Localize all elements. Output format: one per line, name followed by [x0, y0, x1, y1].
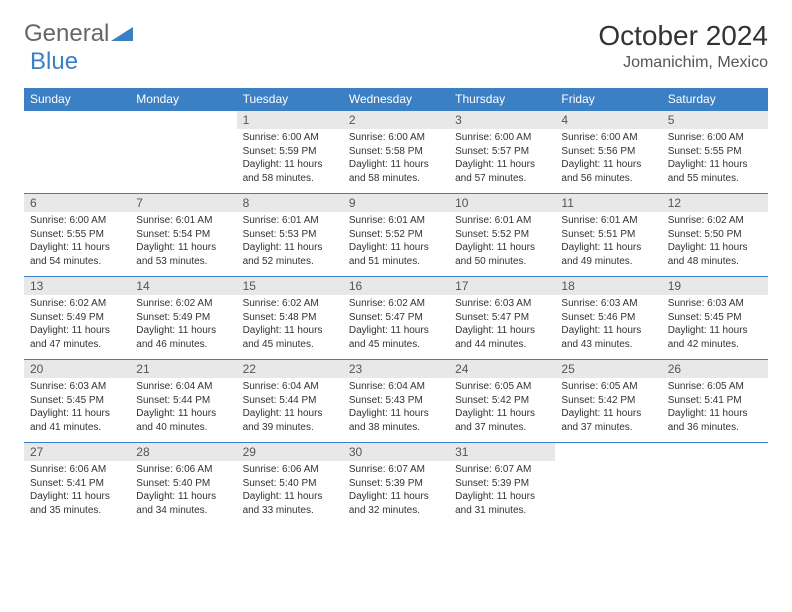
day-number-row: 2728293031	[24, 443, 768, 462]
day-info-cell: Sunrise: 6:01 AMSunset: 5:53 PMDaylight:…	[237, 212, 343, 277]
day-info-cell	[662, 461, 768, 525]
day-number-row: 12345	[24, 111, 768, 130]
day-info-cell: Sunrise: 6:00 AMSunset: 5:56 PMDaylight:…	[555, 129, 661, 194]
day-number-cell: 25	[555, 360, 661, 379]
day-number-cell: 13	[24, 277, 130, 296]
day-header: Wednesday	[343, 88, 449, 111]
day-number-cell: 31	[449, 443, 555, 462]
day-info-cell: Sunrise: 6:00 AMSunset: 5:55 PMDaylight:…	[24, 212, 130, 277]
day-info-cell: Sunrise: 6:04 AMSunset: 5:43 PMDaylight:…	[343, 378, 449, 443]
day-info-cell: Sunrise: 6:00 AMSunset: 5:57 PMDaylight:…	[449, 129, 555, 194]
logo-triangle-icon	[111, 23, 133, 46]
location: Jomanichim, Mexico	[598, 54, 768, 72]
logo: General	[24, 20, 135, 48]
day-info-cell: Sunrise: 6:07 AMSunset: 5:39 PMDaylight:…	[449, 461, 555, 525]
day-number-cell: 22	[237, 360, 343, 379]
day-info-cell: Sunrise: 6:02 AMSunset: 5:49 PMDaylight:…	[130, 295, 236, 360]
day-info-cell: Sunrise: 6:01 AMSunset: 5:54 PMDaylight:…	[130, 212, 236, 277]
day-number-cell: 11	[555, 194, 661, 213]
day-info-cell: Sunrise: 6:04 AMSunset: 5:44 PMDaylight:…	[237, 378, 343, 443]
day-info-cell: Sunrise: 6:02 AMSunset: 5:49 PMDaylight:…	[24, 295, 130, 360]
day-number-cell	[555, 443, 661, 462]
day-number-cell: 15	[237, 277, 343, 296]
day-info-row: Sunrise: 6:00 AMSunset: 5:59 PMDaylight:…	[24, 129, 768, 194]
day-number-cell	[662, 443, 768, 462]
day-info-cell: Sunrise: 6:05 AMSunset: 5:42 PMDaylight:…	[555, 378, 661, 443]
logo-text-general: General	[24, 20, 109, 48]
day-info-row: Sunrise: 6:02 AMSunset: 5:49 PMDaylight:…	[24, 295, 768, 360]
day-info-cell: Sunrise: 6:03 AMSunset: 5:45 PMDaylight:…	[662, 295, 768, 360]
day-info-cell: Sunrise: 6:03 AMSunset: 5:46 PMDaylight:…	[555, 295, 661, 360]
day-info-cell: Sunrise: 6:01 AMSunset: 5:52 PMDaylight:…	[343, 212, 449, 277]
day-number-cell: 30	[343, 443, 449, 462]
day-info-cell: Sunrise: 6:00 AMSunset: 5:59 PMDaylight:…	[237, 129, 343, 194]
day-number-cell: 8	[237, 194, 343, 213]
day-info-cell: Sunrise: 6:02 AMSunset: 5:48 PMDaylight:…	[237, 295, 343, 360]
logo-sub: Blue	[30, 48, 78, 76]
logo-text-blue: Blue	[30, 48, 78, 75]
day-number-cell: 23	[343, 360, 449, 379]
day-number-cell: 1	[237, 111, 343, 130]
day-info-cell: Sunrise: 6:04 AMSunset: 5:44 PMDaylight:…	[130, 378, 236, 443]
day-info-cell: Sunrise: 6:07 AMSunset: 5:39 PMDaylight:…	[343, 461, 449, 525]
day-info-row: Sunrise: 6:03 AMSunset: 5:45 PMDaylight:…	[24, 378, 768, 443]
day-number-cell: 28	[130, 443, 236, 462]
title-block: October 2024 Jomanichim, Mexico	[598, 20, 768, 72]
day-number-cell: 6	[24, 194, 130, 213]
day-number-cell: 24	[449, 360, 555, 379]
day-number-cell: 9	[343, 194, 449, 213]
day-number-cell: 19	[662, 277, 768, 296]
day-header: Sunday	[24, 88, 130, 111]
day-info-cell: Sunrise: 6:06 AMSunset: 5:41 PMDaylight:…	[24, 461, 130, 525]
day-info-cell: Sunrise: 6:02 AMSunset: 5:50 PMDaylight:…	[662, 212, 768, 277]
day-number-cell: 27	[24, 443, 130, 462]
day-number-cell: 21	[130, 360, 236, 379]
calendar-table: SundayMondayTuesdayWednesdayThursdayFrid…	[24, 88, 768, 525]
day-number-row: 13141516171819	[24, 277, 768, 296]
day-info-cell	[130, 129, 236, 194]
day-info-cell: Sunrise: 6:01 AMSunset: 5:51 PMDaylight:…	[555, 212, 661, 277]
day-number-cell: 2	[343, 111, 449, 130]
day-info-row: Sunrise: 6:06 AMSunset: 5:41 PMDaylight:…	[24, 461, 768, 525]
day-number-cell: 7	[130, 194, 236, 213]
header: General October 2024 Jomanichim, Mexico	[24, 20, 768, 72]
day-header: Monday	[130, 88, 236, 111]
day-info-cell: Sunrise: 6:05 AMSunset: 5:41 PMDaylight:…	[662, 378, 768, 443]
day-number-cell: 29	[237, 443, 343, 462]
day-header: Thursday	[449, 88, 555, 111]
day-info-cell	[24, 129, 130, 194]
day-number-cell: 4	[555, 111, 661, 130]
day-number-cell: 14	[130, 277, 236, 296]
day-info-cell: Sunrise: 6:02 AMSunset: 5:47 PMDaylight:…	[343, 295, 449, 360]
day-number-cell	[130, 111, 236, 130]
day-info-cell: Sunrise: 6:03 AMSunset: 5:47 PMDaylight:…	[449, 295, 555, 360]
month-title: October 2024	[598, 20, 768, 52]
day-number-cell: 18	[555, 277, 661, 296]
day-info-cell: Sunrise: 6:00 AMSunset: 5:55 PMDaylight:…	[662, 129, 768, 194]
day-info-cell: Sunrise: 6:00 AMSunset: 5:58 PMDaylight:…	[343, 129, 449, 194]
day-info-cell: Sunrise: 6:06 AMSunset: 5:40 PMDaylight:…	[130, 461, 236, 525]
day-header: Tuesday	[237, 88, 343, 111]
day-number-row: 20212223242526	[24, 360, 768, 379]
day-info-cell: Sunrise: 6:03 AMSunset: 5:45 PMDaylight:…	[24, 378, 130, 443]
day-number-cell: 16	[343, 277, 449, 296]
day-number-cell: 10	[449, 194, 555, 213]
day-number-cell: 12	[662, 194, 768, 213]
day-info-cell: Sunrise: 6:05 AMSunset: 5:42 PMDaylight:…	[449, 378, 555, 443]
day-info-cell: Sunrise: 6:06 AMSunset: 5:40 PMDaylight:…	[237, 461, 343, 525]
calendar-body: 12345Sunrise: 6:00 AMSunset: 5:59 PMDayl…	[24, 111, 768, 526]
day-number-cell: 20	[24, 360, 130, 379]
day-header: Saturday	[662, 88, 768, 111]
day-number-row: 6789101112	[24, 194, 768, 213]
day-header-row: SundayMondayTuesdayWednesdayThursdayFrid…	[24, 88, 768, 111]
day-info-cell	[555, 461, 661, 525]
day-number-cell: 3	[449, 111, 555, 130]
day-header: Friday	[555, 88, 661, 111]
day-number-cell: 26	[662, 360, 768, 379]
day-number-cell: 5	[662, 111, 768, 130]
day-number-cell: 17	[449, 277, 555, 296]
day-info-cell: Sunrise: 6:01 AMSunset: 5:52 PMDaylight:…	[449, 212, 555, 277]
day-number-cell	[24, 111, 130, 130]
day-info-row: Sunrise: 6:00 AMSunset: 5:55 PMDaylight:…	[24, 212, 768, 277]
